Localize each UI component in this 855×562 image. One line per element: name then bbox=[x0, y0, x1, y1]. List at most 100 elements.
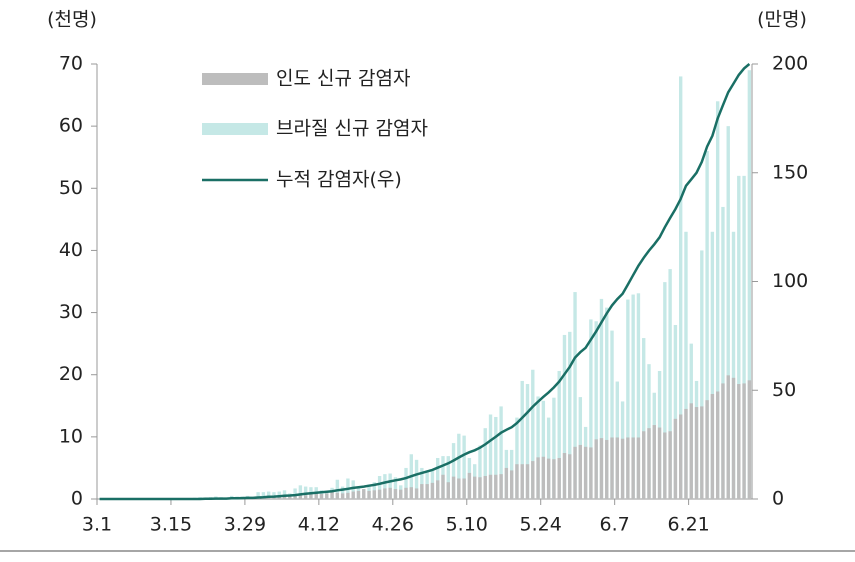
bar bbox=[552, 397, 556, 499]
bar bbox=[462, 435, 466, 499]
bar bbox=[546, 417, 551, 499]
bar bbox=[383, 488, 387, 499]
bar bbox=[721, 206, 725, 499]
y2-tick-label: 200 bbox=[772, 53, 808, 75]
bar bbox=[515, 417, 519, 499]
bar bbox=[314, 493, 318, 499]
bar bbox=[436, 480, 440, 499]
bar bbox=[325, 493, 329, 499]
bar bbox=[726, 375, 730, 499]
x-tick-label: 4.26 bbox=[372, 514, 414, 536]
bar bbox=[483, 476, 487, 499]
x-tick-label: 6.21 bbox=[667, 514, 709, 536]
bar bbox=[393, 477, 398, 499]
bar bbox=[742, 383, 746, 499]
bar bbox=[578, 444, 583, 499]
bar bbox=[626, 299, 630, 499]
y-tick-label: 70 bbox=[59, 53, 83, 75]
bar bbox=[583, 446, 588, 499]
bar bbox=[356, 490, 361, 499]
y-tick-label: 40 bbox=[59, 239, 83, 261]
x-tick-label: 3.15 bbox=[150, 514, 192, 536]
bar bbox=[478, 477, 482, 499]
bar bbox=[383, 474, 387, 499]
bar bbox=[626, 437, 630, 499]
y-tick-label: 20 bbox=[59, 363, 83, 385]
y-tick-label: 30 bbox=[59, 301, 83, 323]
y-tick-label: 10 bbox=[59, 425, 83, 447]
bar bbox=[747, 70, 752, 499]
x-tick-label: 5.24 bbox=[520, 514, 562, 536]
legend-label: 누적 감염자(우) bbox=[276, 169, 402, 191]
bar bbox=[298, 495, 303, 499]
bar bbox=[615, 437, 619, 499]
y2-tick-label: 0 bbox=[772, 488, 784, 510]
bar bbox=[404, 487, 408, 499]
x-tick-label: 4.12 bbox=[298, 514, 340, 536]
bar bbox=[494, 416, 498, 499]
bar bbox=[309, 493, 313, 499]
bar bbox=[478, 445, 482, 499]
bar bbox=[668, 431, 672, 499]
bar bbox=[451, 443, 456, 499]
bar bbox=[462, 478, 466, 499]
bar bbox=[420, 467, 424, 499]
bar bbox=[589, 447, 593, 499]
bar bbox=[446, 456, 450, 499]
bar bbox=[531, 461, 535, 499]
bar bbox=[568, 454, 572, 499]
bar bbox=[731, 231, 736, 500]
bar bbox=[731, 377, 736, 499]
y2-tick-label: 100 bbox=[772, 270, 808, 292]
bar bbox=[541, 456, 546, 499]
bar bbox=[568, 331, 572, 499]
legend-label: 인도 신규 감염자 bbox=[276, 68, 410, 90]
bar bbox=[605, 439, 609, 499]
bar bbox=[372, 490, 377, 499]
bar bbox=[525, 384, 530, 499]
bar bbox=[362, 489, 366, 499]
bar bbox=[303, 495, 308, 499]
bar bbox=[726, 126, 730, 500]
bar bbox=[715, 391, 720, 499]
bar bbox=[457, 478, 461, 499]
bar bbox=[678, 76, 683, 499]
bar bbox=[557, 370, 561, 499]
bar bbox=[288, 494, 292, 499]
bar bbox=[335, 492, 340, 499]
bar bbox=[642, 338, 646, 499]
bar bbox=[536, 396, 540, 499]
legend-label: 브라질 신규 감염자 bbox=[276, 118, 428, 140]
bar bbox=[636, 293, 641, 499]
bar bbox=[367, 490, 371, 499]
bar bbox=[605, 307, 609, 499]
bar bbox=[520, 380, 524, 499]
bar bbox=[742, 175, 746, 499]
bar bbox=[420, 484, 424, 499]
bar bbox=[689, 403, 693, 499]
bar bbox=[562, 453, 567, 499]
bar bbox=[509, 470, 514, 499]
bar bbox=[293, 495, 297, 499]
bar bbox=[414, 459, 419, 499]
y2-tick-label: 150 bbox=[772, 161, 808, 183]
bar bbox=[636, 437, 641, 499]
bar bbox=[710, 393, 715, 499]
bar bbox=[467, 472, 472, 499]
bar bbox=[747, 380, 752, 499]
bar bbox=[684, 408, 688, 499]
bar bbox=[261, 492, 266, 499]
bar bbox=[515, 464, 519, 499]
bar bbox=[573, 446, 577, 499]
bar bbox=[620, 438, 625, 499]
bar bbox=[409, 487, 413, 499]
bar bbox=[705, 400, 709, 499]
bar bbox=[414, 488, 419, 499]
bar bbox=[351, 491, 355, 499]
y-tick-label: 60 bbox=[59, 115, 83, 137]
bar bbox=[599, 438, 604, 499]
bar bbox=[599, 298, 604, 499]
bar bbox=[499, 474, 503, 499]
bar bbox=[610, 330, 614, 499]
